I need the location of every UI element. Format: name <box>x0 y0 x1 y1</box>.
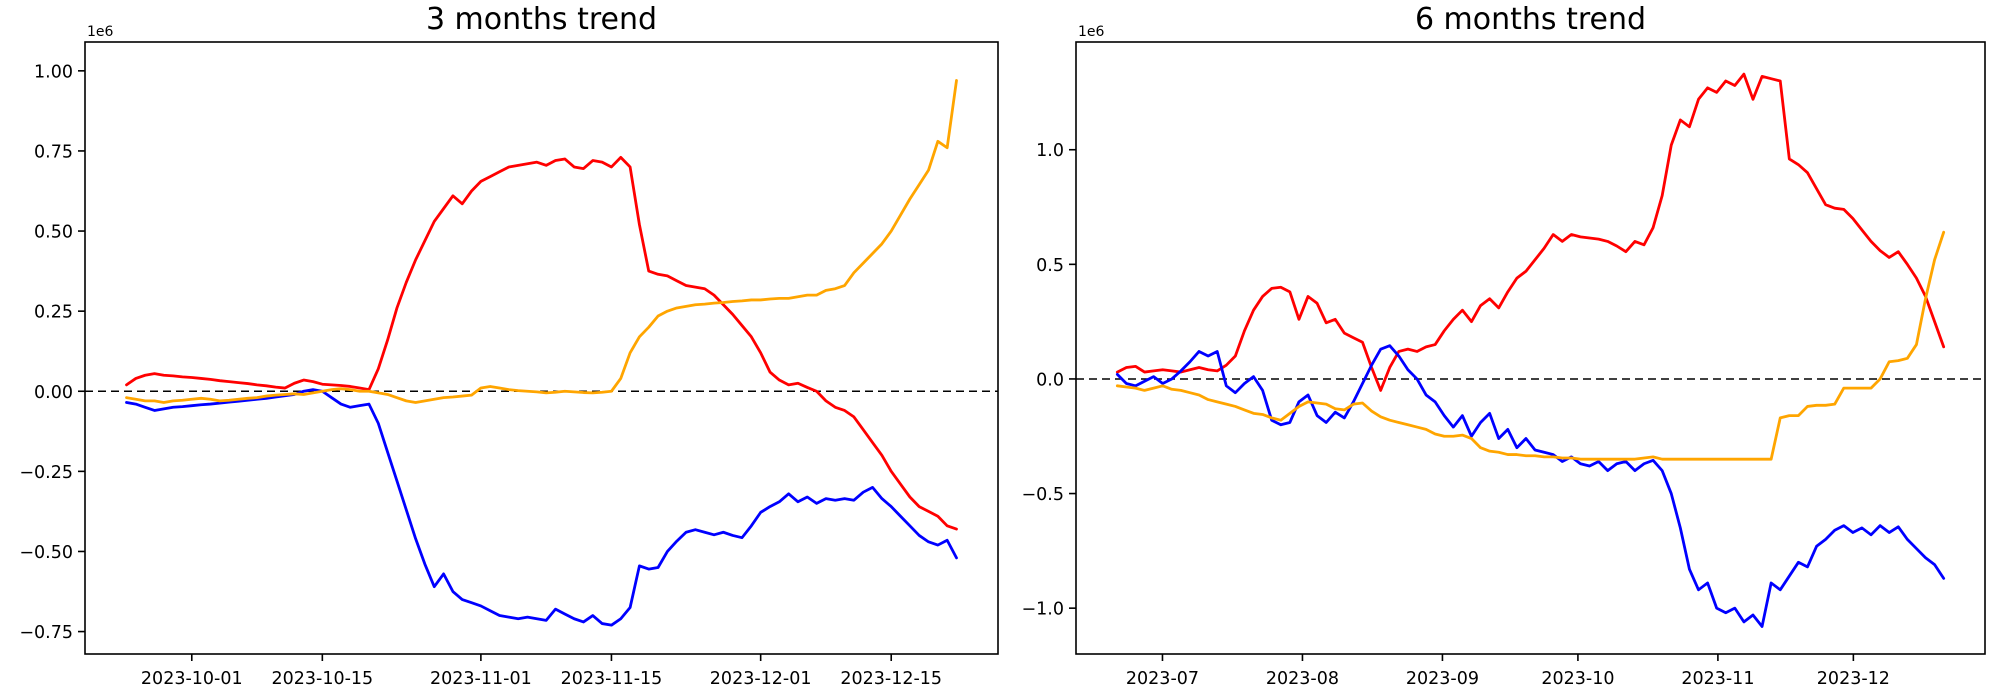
axes-spines <box>1075 41 1986 655</box>
x-tick-label: 2023-12 <box>1817 669 1890 689</box>
y-tick-label: −0.50 <box>19 543 73 563</box>
blue-line <box>125 388 958 627</box>
x-tick-label: 2023-12-15 <box>840 669 942 689</box>
x-tick-label: 2023-10 <box>1541 669 1614 689</box>
axes-spines <box>84 41 999 655</box>
x-tick-label: 2023-12-01 <box>710 669 812 689</box>
orange-line <box>1115 230 1946 461</box>
y-tick-label: 0.0 <box>1036 370 1064 390</box>
y-tick-label: 1.00 <box>34 62 73 82</box>
x-tick-label: 2023-09 <box>1406 669 1479 689</box>
x-tick-label: 2023-11 <box>1681 669 1754 689</box>
y-tick-label: −0.25 <box>19 463 73 483</box>
y-tick-label: 0.50 <box>34 223 73 243</box>
y-tick-label: −0.75 <box>19 623 73 643</box>
x-tick-label: 2023-11-01 <box>430 669 532 689</box>
y-tick-label: 0.25 <box>34 303 73 323</box>
x-tick-label: 2023-11-15 <box>561 669 663 689</box>
y-tick-label: −0.5 <box>1022 485 1065 505</box>
y-tick-label: 0.5 <box>1036 256 1064 276</box>
orange-line <box>125 79 958 404</box>
y-tick-label: −1.0 <box>1022 600 1065 620</box>
chart-title-6-months: 6 months trend <box>1414 2 1647 37</box>
x-tick-label: 2023-10-15 <box>271 669 373 689</box>
chart-title-3-months: 3 months trend <box>425 2 658 37</box>
x-tick-label: 2023-10-01 <box>141 669 243 689</box>
y-tick-label: 0.75 <box>34 142 73 162</box>
x-tick-label: 2023-07 <box>1126 669 1199 689</box>
x-tick-label: 2023-08 <box>1266 669 1339 689</box>
blue-line <box>1115 344 1946 628</box>
red-line <box>125 155 958 531</box>
axis-scale-note: 1e6 <box>87 24 114 40</box>
axis-scale-note: 1e6 <box>1078 24 1105 40</box>
red-line <box>1115 72 1946 392</box>
y-tick-label: 0.00 <box>34 383 73 403</box>
y-tick-label: 1.0 <box>1036 141 1064 161</box>
